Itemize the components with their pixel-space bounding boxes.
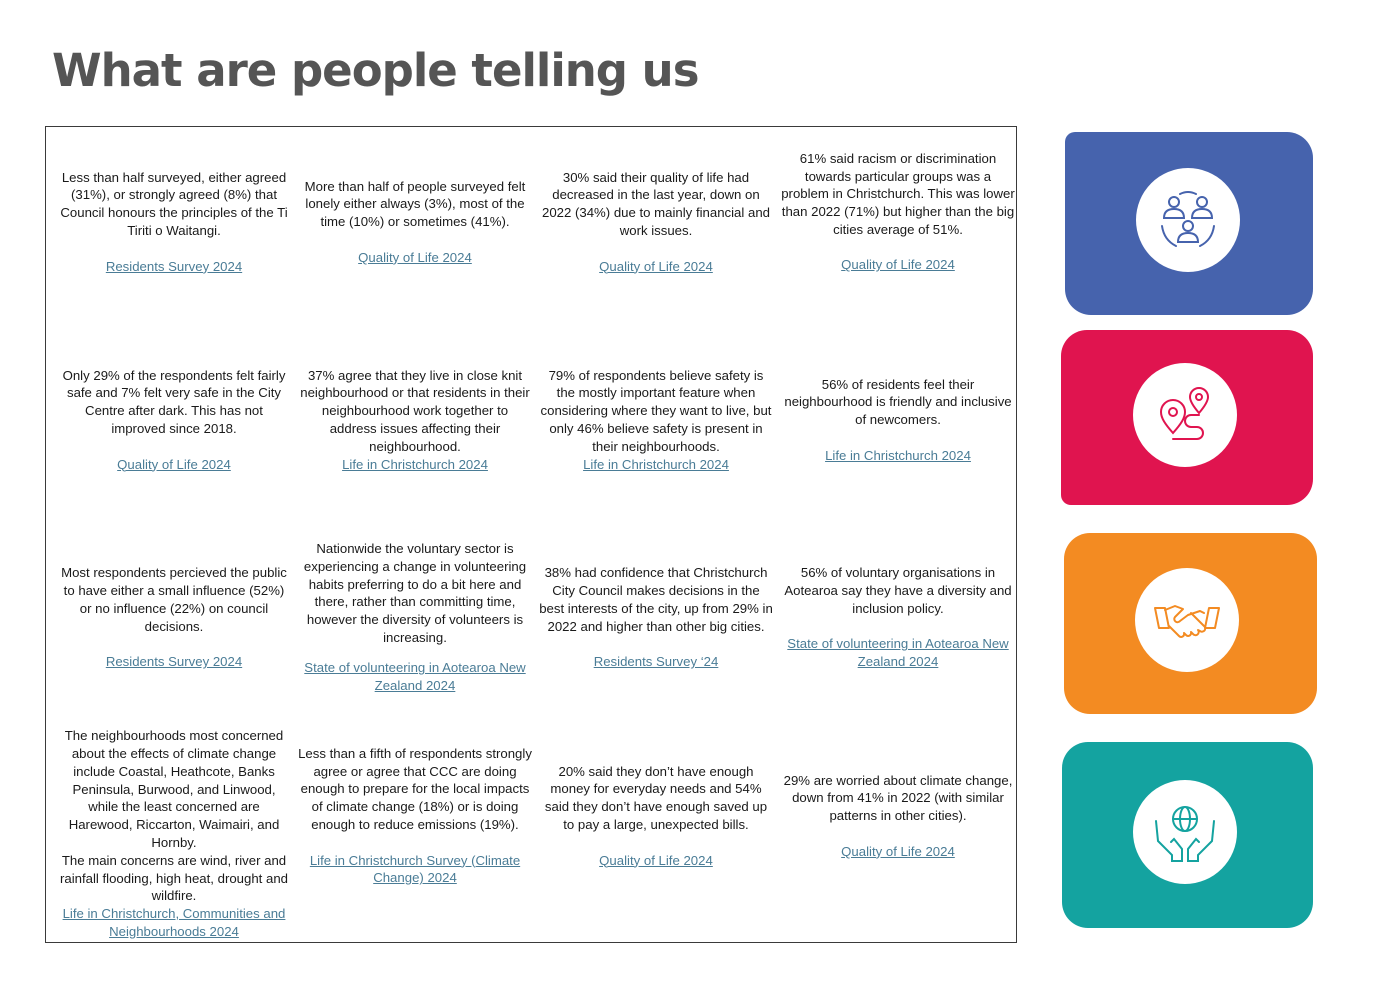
fact-cell: Less than half surveyed, either agreed (…: [57, 147, 291, 297]
source-link[interactable]: Life in Christchurch, Communities and Ne…: [62, 906, 286, 939]
fact-text: 37% agree that they live in close knit n…: [300, 367, 530, 454]
fact-cell: Nationwide the voluntary sector is exper…: [298, 540, 532, 695]
fact-text: 56% of residents feel their neighbourhoo…: [784, 376, 1012, 428]
theme-tile-people: [1065, 132, 1313, 315]
fact-text: 79% of respondents believe safety is the…: [540, 367, 772, 454]
fact-cell: 30% said their quality of life had decre…: [539, 147, 773, 297]
fact-cell: Most respondents percieved the public to…: [57, 540, 291, 695]
source-link[interactable]: Quality of Life 2024: [841, 257, 955, 273]
fact-cell: The neighbourhoods most concerned about …: [57, 727, 291, 941]
source-link[interactable]: Life in Christchurch 2024: [342, 456, 488, 472]
fact-cell: 29% are worried about climate change, do…: [781, 727, 1015, 905]
fact-text: The neighbourhoods most concerned about …: [59, 728, 289, 904]
handshake-icon: [1154, 605, 1220, 638]
fact-cell: Only 29% of the respondents felt fairly …: [57, 365, 291, 475]
fact-text: 29% are worried about climate change, do…: [783, 772, 1013, 824]
source-link[interactable]: State of volunteering in Aotearoa New Ze…: [304, 660, 526, 694]
source-link[interactable]: State of volunteering in Aotearoa New Ze…: [787, 636, 1009, 670]
source-link[interactable]: Life in Christchurch 2024: [825, 447, 971, 463]
source-link[interactable]: Life in Christchurch 2024: [583, 456, 729, 472]
fact-text: Less than half surveyed, either agreed (…: [60, 169, 288, 238]
fact-cell: 61% said racism or discrimination toward…: [781, 147, 1015, 277]
source-link[interactable]: Quality of Life 2024: [599, 258, 713, 274]
fact-cell: 38% had confidence that Christchurch Cit…: [539, 540, 773, 695]
fact-text: Most respondents percieved the public to…: [61, 565, 287, 634]
fact-cell: Less than a fifth of respondents strongl…: [298, 727, 532, 905]
source-link[interactable]: Residents Survey ‘24: [593, 654, 719, 670]
source-link[interactable]: Quality of Life 2024: [841, 843, 955, 859]
source-link[interactable]: Quality of Life 2024: [358, 249, 472, 265]
fact-text: Only 29% of the respondents felt fairly …: [62, 367, 286, 436]
fact-text: 30% said their quality of life had decre…: [542, 169, 770, 238]
facts-grid: Less than half surveyed, either agreed (…: [45, 126, 1017, 943]
theme-tile-places: [1061, 330, 1313, 505]
fact-cell: 56% of voluntary organisations in Aotear…: [781, 540, 1015, 695]
source-link[interactable]: Life in Christchurch Survey (Climate Cha…: [309, 852, 521, 886]
source-link[interactable]: Residents Survey 2024: [105, 654, 243, 670]
fact-cell: 20% said they don’t have enough money fo…: [539, 727, 773, 905]
page-title: What are people telling us: [52, 44, 699, 97]
source-link[interactable]: Quality of Life 2024: [599, 852, 713, 868]
fact-cell: More than half of people surveyed felt l…: [298, 147, 532, 297]
hands-globe-icon: [1155, 806, 1215, 862]
fact-cell: 56% of residents feel their neighbourhoo…: [781, 365, 1015, 475]
source-link[interactable]: Residents Survey 2024: [105, 258, 243, 274]
fact-cell: 37% agree that they live in close knit n…: [298, 365, 532, 475]
theme-tile-environment: [1062, 742, 1313, 928]
fact-text: Less than a fifth of respondents strongl…: [298, 745, 532, 832]
source-link[interactable]: Quality of Life 2024: [117, 456, 231, 472]
fact-text: 38% had confidence that Christchurch Cit…: [539, 565, 773, 634]
people-group-icon: [1161, 191, 1215, 247]
fact-text: 56% of voluntary organisations in Aotear…: [784, 565, 1012, 616]
fact-text: Nationwide the voluntary sector is exper…: [303, 541, 527, 645]
fact-text: 20% said they don’t have enough money fo…: [544, 763, 768, 832]
route-pins-icon: [1159, 387, 1210, 440]
fact-text: 61% said racism or discrimination toward…: [781, 150, 1015, 237]
fact-cell: 79% of respondents believe safety is the…: [539, 365, 773, 475]
theme-tile-partnership: [1064, 533, 1317, 714]
fact-text: More than half of people surveyed felt l…: [304, 178, 526, 230]
